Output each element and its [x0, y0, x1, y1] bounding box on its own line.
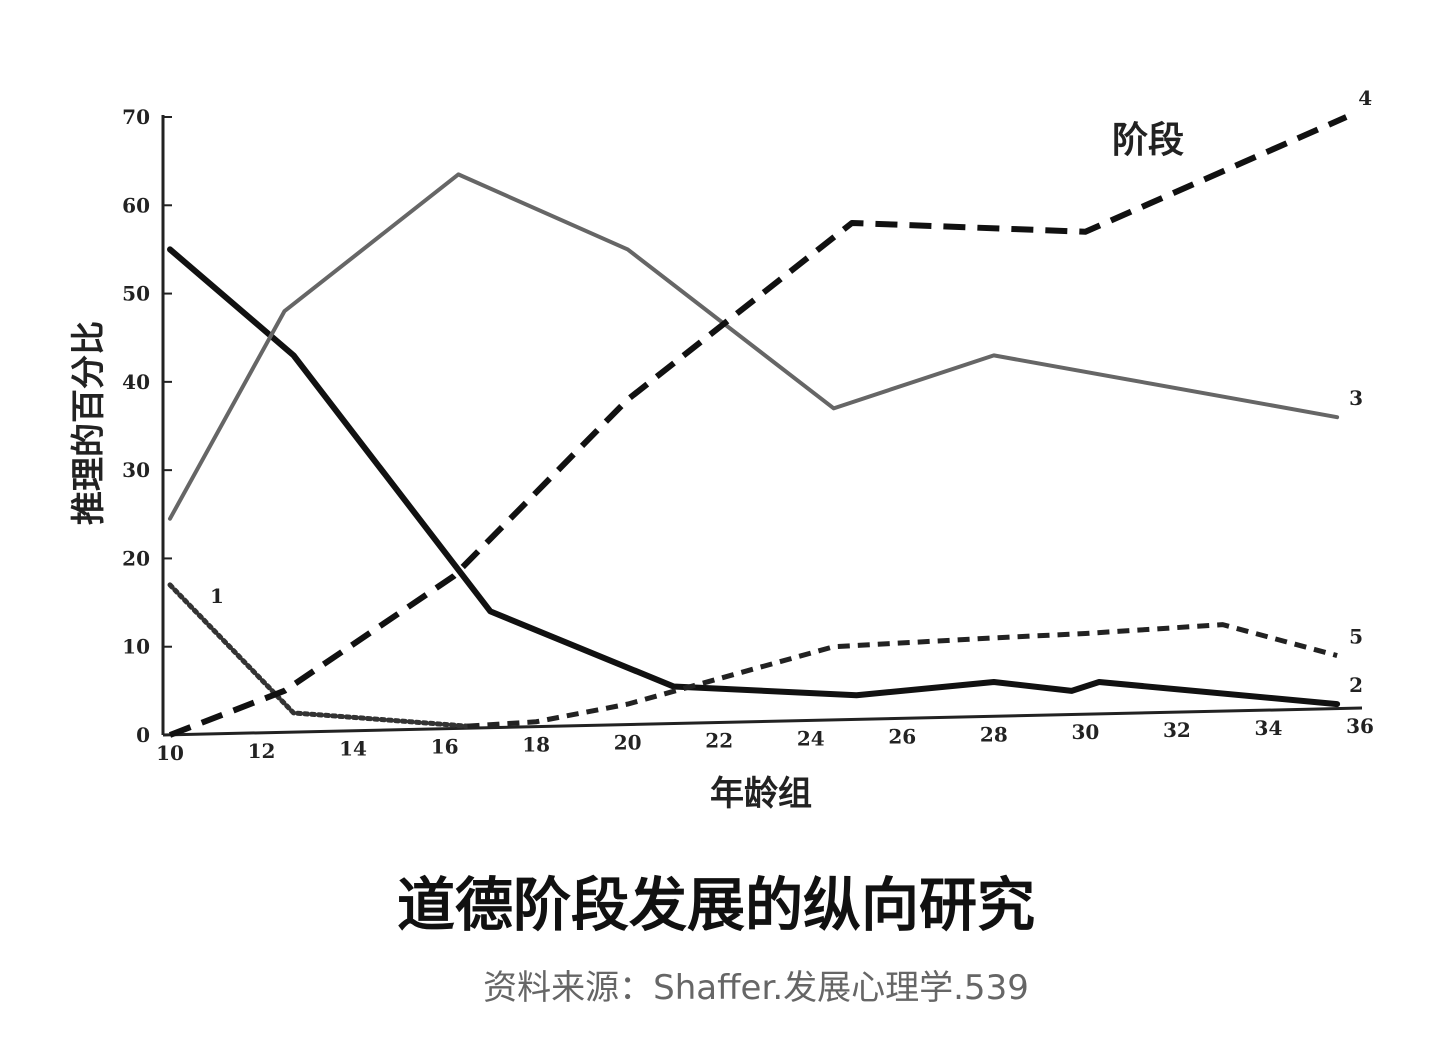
series-label-stage-5: 5: [1349, 625, 1363, 649]
x-tick-label: 14: [339, 737, 367, 761]
x-tick-label: 18: [522, 733, 550, 757]
y-tick-label: 10: [122, 635, 150, 659]
x-tick-label: 28: [980, 722, 1008, 746]
series-line-stage-1: [167, 582, 470, 729]
y-tick-label: 0: [136, 723, 150, 747]
x-tick-label: 10: [156, 741, 184, 765]
x-tick-label: 32: [1163, 718, 1191, 742]
series-line-stage-3: [168, 172, 1340, 521]
series-line-stage-2: [167, 246, 1341, 708]
y-tick-label: 20: [122, 546, 150, 570]
series-label-stage-1: 1: [210, 584, 224, 608]
y-axis-label: 推理的百分比: [69, 321, 109, 525]
series-label-stage-3: 3: [1349, 386, 1363, 410]
series-label-stage-2: 2: [1349, 673, 1363, 697]
y-tick-label: 70: [122, 105, 150, 129]
source-caption: 资料来源：Shaffer.发展心理学.539: [483, 968, 1029, 1008]
y-tick-label: 60: [122, 193, 150, 217]
x-tick-label: 22: [705, 728, 733, 752]
y-tick-label: 30: [122, 458, 150, 482]
series-label-stage-4: 4: [1358, 86, 1372, 110]
legend-title: 阶段: [1112, 119, 1184, 161]
x-axis-label: 年龄组: [710, 774, 812, 814]
y-tick-label: 40: [122, 370, 150, 394]
x-tick-label: 20: [614, 731, 642, 755]
x-tick-label: 36: [1346, 714, 1374, 738]
x-axis: [162, 706, 1363, 737]
y-tick-label: 50: [122, 282, 150, 306]
series-line-stage-5: [467, 622, 1338, 729]
x-tick-label: 24: [797, 726, 825, 750]
series-line-stage-4: [168, 114, 1348, 738]
x-tick-label: 26: [888, 724, 916, 748]
x-tick-label: 12: [248, 739, 276, 763]
x-tick-label: 34: [1255, 716, 1283, 740]
chart-title: 道德阶段发展的纵向研究: [396, 871, 1035, 939]
x-tick-label: 30: [1071, 720, 1099, 744]
x-tick-label: 16: [431, 735, 459, 759]
